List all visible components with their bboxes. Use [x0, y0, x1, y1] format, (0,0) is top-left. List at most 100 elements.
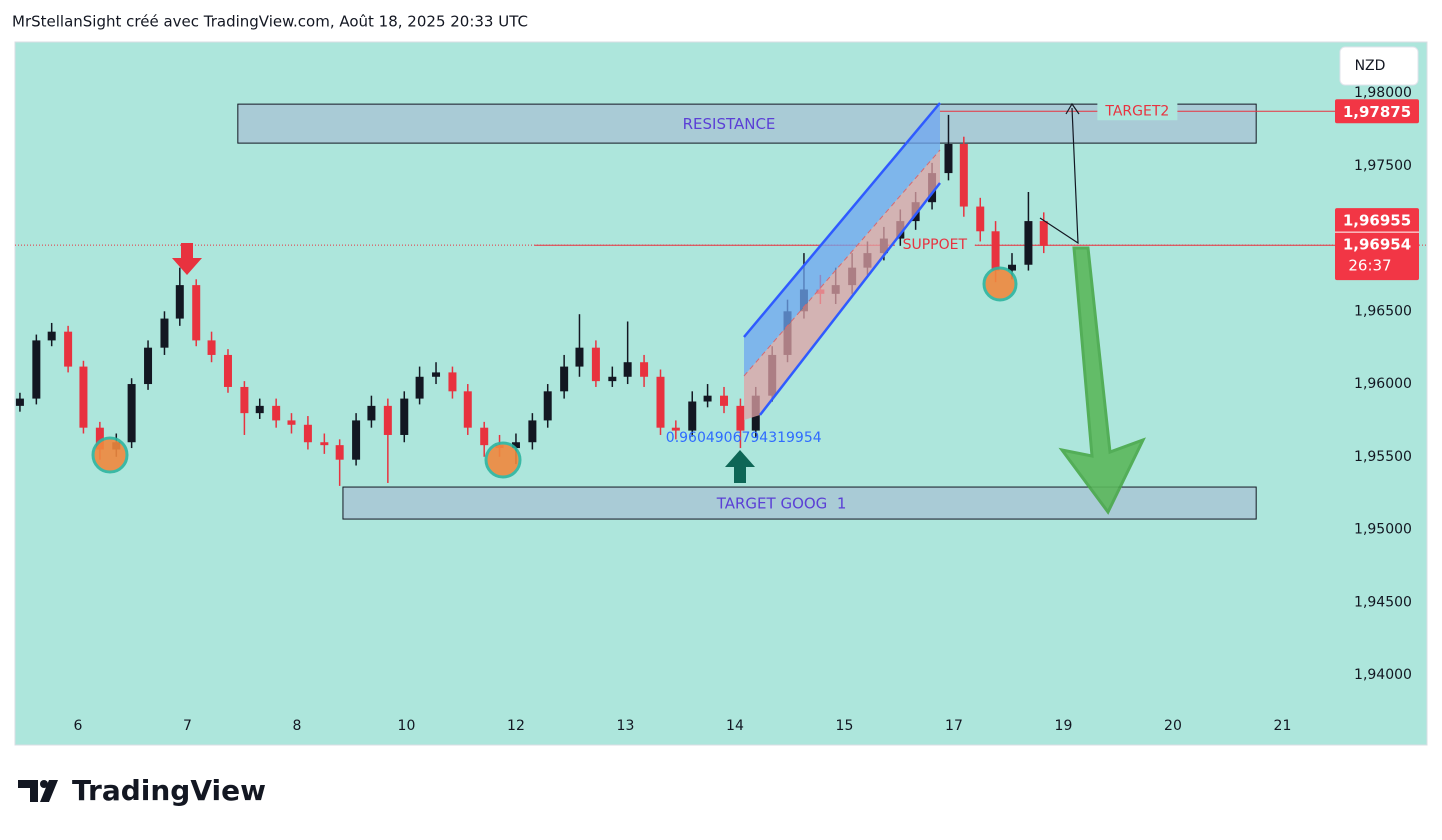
currency-box [1339, 46, 1419, 86]
candle-body [255, 405, 264, 414]
y-tick-label: 1,94500 [1354, 594, 1412, 610]
candle-body [95, 427, 104, 450]
x-tick-label: 17 [945, 718, 963, 734]
channel-line [759, 182, 941, 416]
channel-line [743, 102, 941, 338]
candle-body [623, 362, 632, 377]
candle-body [32, 340, 41, 399]
candle-body [575, 347, 584, 367]
green-arrow [734, 466, 746, 483]
x-tick-label: 20 [1164, 718, 1182, 734]
brand: TradingView [72, 774, 266, 807]
candle-body [272, 405, 281, 421]
path-line [1039, 107, 1079, 245]
red-arrow [172, 258, 202, 275]
y-tick-label: 1,96500 [1354, 303, 1412, 319]
x-tick-label: 15 [836, 718, 854, 734]
y-tick-label: 1,94000 [1354, 667, 1412, 683]
candle-body [415, 376, 424, 399]
candle-body [15, 398, 24, 406]
marker-circle [91, 436, 129, 474]
candle-body [175, 285, 184, 319]
candle-body [976, 206, 985, 232]
x-tick-label: 14 [726, 718, 744, 734]
note: 0.9604906794319954 [666, 430, 822, 446]
candle-body [335, 445, 344, 460]
candle-body [480, 427, 489, 446]
candle-body [944, 143, 953, 174]
zone-label: RESISTANCE [683, 115, 776, 133]
candle-body [656, 376, 665, 428]
candle-body [688, 401, 697, 431]
x-tick-label: 6 [74, 718, 83, 734]
candle-body [1039, 221, 1048, 246]
candle-body [207, 340, 216, 355]
candle-body [608, 376, 617, 382]
zone [237, 103, 1257, 144]
channel-upper [744, 103, 940, 376]
down-arrow [1058, 246, 1146, 515]
level-label: TARGET2 [1104, 103, 1169, 119]
candle-body [560, 366, 569, 392]
candle-body [528, 420, 537, 443]
channel-mid [743, 149, 941, 377]
zone-label: TARGET GOOG 1 [716, 495, 847, 513]
y-tick-label: 1,96000 [1354, 376, 1412, 392]
x-tick-label: 7 [183, 718, 192, 734]
price-tag [1335, 208, 1419, 281]
candle-body [223, 354, 232, 387]
header: MrStellanSight créé avec TradingView.com… [12, 13, 528, 31]
front-layer: 0.96049067943199541,980001,975001,970001… [74, 85, 1419, 734]
price-tag-label: 1,96954 [1343, 236, 1411, 254]
x-tick-label: 10 [398, 718, 416, 734]
candle-body [64, 331, 73, 367]
currency: NZD [1355, 58, 1386, 74]
x-tick-label: 13 [617, 718, 635, 734]
marker-circle [982, 266, 1018, 302]
candle-body [240, 386, 249, 414]
candle-body [400, 398, 409, 435]
candle-body [703, 395, 712, 402]
candle-body [432, 372, 441, 377]
y-tick-label: 1,95500 [1354, 449, 1412, 465]
channel-lower [744, 150, 940, 420]
red-arrow [181, 243, 193, 259]
x-tick-label: 19 [1055, 718, 1073, 734]
y-tick-label: 1,95000 [1354, 522, 1412, 538]
candle-body [959, 143, 968, 207]
candle-body [736, 405, 745, 431]
candle-body [367, 405, 376, 421]
candle-body [640, 362, 649, 377]
x-tick-label: 8 [293, 718, 302, 734]
x-tick-label: 21 [1274, 718, 1292, 734]
candle-body [591, 347, 600, 382]
candle-body [448, 372, 457, 392]
countdown: 26:37 [1348, 257, 1391, 275]
price-tag-label: 1,96955 [1343, 212, 1411, 230]
level-label-bg [1097, 102, 1178, 121]
candle-body [79, 366, 88, 428]
plot-area [14, 41, 1428, 746]
arrow-head [1065, 102, 1080, 115]
x-tick-label: 12 [507, 718, 525, 734]
price-tag-label: 1,97875 [1343, 103, 1411, 121]
candle-body [352, 420, 361, 460]
candle-body [991, 231, 1000, 271]
candle-body [144, 347, 153, 385]
drawings [91, 102, 1146, 515]
level-label-bg [894, 236, 975, 255]
candle-body [543, 391, 552, 421]
candle-body [160, 318, 169, 348]
candle-body [1024, 221, 1033, 265]
candle-body [47, 331, 56, 341]
candle-body [671, 427, 680, 431]
level-label: SUPPOET [903, 237, 968, 253]
price-tag [1335, 99, 1419, 124]
marker-circle [484, 441, 522, 479]
candle-body [303, 424, 312, 443]
green-arrow [725, 450, 755, 467]
logo: TradingView [18, 774, 266, 807]
candle-body [192, 285, 201, 341]
candle-body [720, 395, 729, 406]
